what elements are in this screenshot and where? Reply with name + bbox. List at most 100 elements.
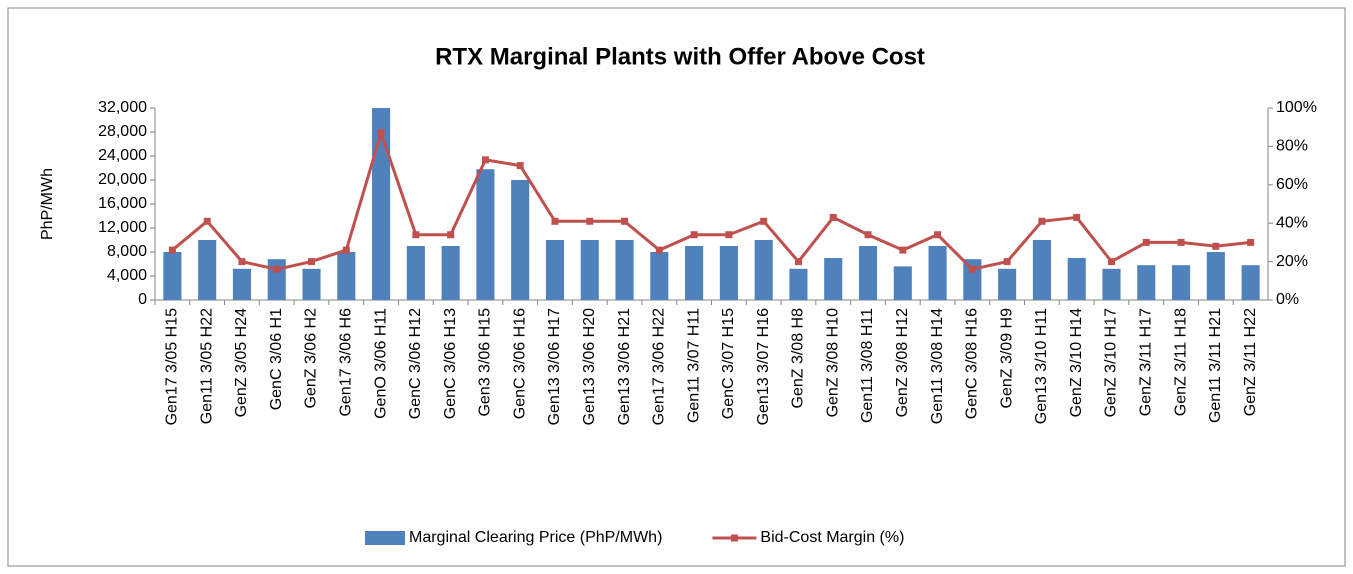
marker	[273, 265, 281, 273]
x-tick-label: GenC 3/06 H13	[442, 308, 459, 419]
y2-tick-label: 100%	[1276, 99, 1317, 116]
bar	[1241, 265, 1260, 300]
marker	[1212, 242, 1220, 250]
x-tick-label: GenZ 3/08 H12	[894, 308, 911, 418]
marker	[1142, 238, 1150, 246]
marker	[760, 217, 768, 225]
x-tick-label: GenZ 3/10 H14	[1068, 308, 1085, 418]
y2-tick-label: 20%	[1276, 253, 1308, 270]
marker	[655, 246, 663, 254]
bar	[198, 240, 217, 300]
bar	[372, 108, 391, 300]
marker	[168, 246, 176, 254]
marker	[934, 231, 942, 239]
bar	[406, 246, 425, 300]
bar	[302, 268, 321, 300]
x-tick-label: Gen13 3/07 H16	[755, 308, 772, 426]
marker	[1177, 238, 1185, 246]
y2-tick-label: 60%	[1276, 176, 1308, 193]
x-tick-label: GenZ 3/11 H17	[1137, 308, 1154, 416]
chart-border	[7, 7, 1346, 567]
x-tick-label: GenZ 3/05 H24	[233, 308, 250, 418]
x-tick-label: Gen13 3/06 H21	[616, 308, 633, 426]
x-tick-label: Gen11 3/08 H11	[859, 308, 876, 423]
bar	[337, 252, 356, 300]
y2-tick-label: 0%	[1276, 291, 1299, 308]
y2-tick-label: 80%	[1276, 138, 1308, 155]
marker	[1073, 213, 1081, 221]
bar	[267, 259, 286, 300]
bar	[685, 246, 704, 300]
y-axis-label: PhP/MWh	[39, 168, 56, 240]
marker	[412, 231, 420, 239]
x-tick-label: GenZ 3/06 H2	[303, 308, 320, 409]
bar	[719, 246, 738, 300]
marker	[725, 231, 733, 239]
y-tick-label: 0	[138, 291, 147, 308]
x-tick-label: GenZ 3/10 H17	[1103, 308, 1120, 418]
marker	[899, 246, 907, 254]
marker	[1038, 217, 1046, 225]
x-tick-label: GenZ 3/11 H22	[1242, 308, 1259, 416]
bar	[545, 240, 565, 300]
bar	[1172, 265, 1191, 300]
y2-tick-label: 40%	[1276, 214, 1308, 231]
y-tick-label: 24,000	[98, 147, 147, 164]
x-tick-label: Gen11 3/11 H21	[1207, 308, 1224, 423]
bar	[1206, 252, 1225, 300]
x-tick-label: GenC 3/07 H15	[720, 308, 737, 419]
bar	[824, 258, 843, 300]
marker	[203, 217, 211, 225]
bar	[858, 246, 878, 300]
x-tick-label: Gen11 3/05 H22	[198, 308, 215, 424]
x-tick-label: GenC 3/06 H1	[268, 308, 285, 410]
legend-swatch	[365, 531, 405, 545]
marker	[377, 129, 385, 137]
marker	[690, 231, 698, 239]
bar	[893, 266, 912, 300]
x-tick-label: GenZ 3/09 H9	[998, 308, 1015, 409]
bar	[1067, 258, 1086, 300]
bar	[441, 246, 460, 300]
y-tick-label: 32,000	[98, 99, 147, 116]
marker	[481, 156, 489, 164]
marker	[342, 246, 350, 254]
y-tick-label: 16,000	[98, 195, 147, 212]
bar	[754, 240, 773, 300]
x-tick-label: GenC 3/06 H12	[407, 308, 424, 419]
bar	[1032, 240, 1051, 300]
y-tick-label: 28,000	[98, 123, 147, 140]
legend-swatch	[730, 534, 738, 542]
marker	[968, 265, 976, 273]
bar	[615, 240, 634, 300]
x-tick-label: GenO 3/06 H11	[372, 308, 389, 419]
marker	[1247, 238, 1255, 246]
bar	[1137, 265, 1156, 300]
bar	[580, 240, 599, 300]
marker	[829, 213, 837, 221]
marker	[1003, 258, 1011, 266]
x-tick-label: Gen11 3/07 H11	[685, 308, 702, 423]
y-tick-label: 8,000	[107, 243, 147, 260]
legend-label: Marginal Clearing Price (PhP/MWh)	[409, 529, 662, 546]
x-tick-label: GenZ 3/11 H18	[1172, 308, 1189, 416]
legend-label: Bid-Cost Margin (%)	[760, 529, 904, 546]
x-tick-label: GenZ 3/08 H8	[790, 308, 807, 409]
bar	[511, 180, 530, 300]
bar	[232, 268, 251, 300]
marker	[794, 258, 802, 266]
x-tick-label: Gen3 3/06 H15	[477, 308, 494, 417]
x-tick-label: GenC 3/08 H16	[964, 308, 981, 419]
y-tick-label: 12,000	[98, 219, 147, 236]
bar	[1102, 268, 1121, 300]
chart-title: RTX Marginal Plants with Offer Above Cos…	[435, 43, 925, 70]
marker	[516, 162, 524, 170]
marker	[447, 231, 455, 239]
marker	[1107, 258, 1115, 266]
marker	[864, 231, 872, 239]
x-tick-label: Gen17 3/05 H15	[164, 308, 181, 426]
bar	[928, 246, 947, 300]
bar	[650, 252, 669, 300]
x-tick-label: Gen13 3/10 H11	[1033, 308, 1050, 424]
